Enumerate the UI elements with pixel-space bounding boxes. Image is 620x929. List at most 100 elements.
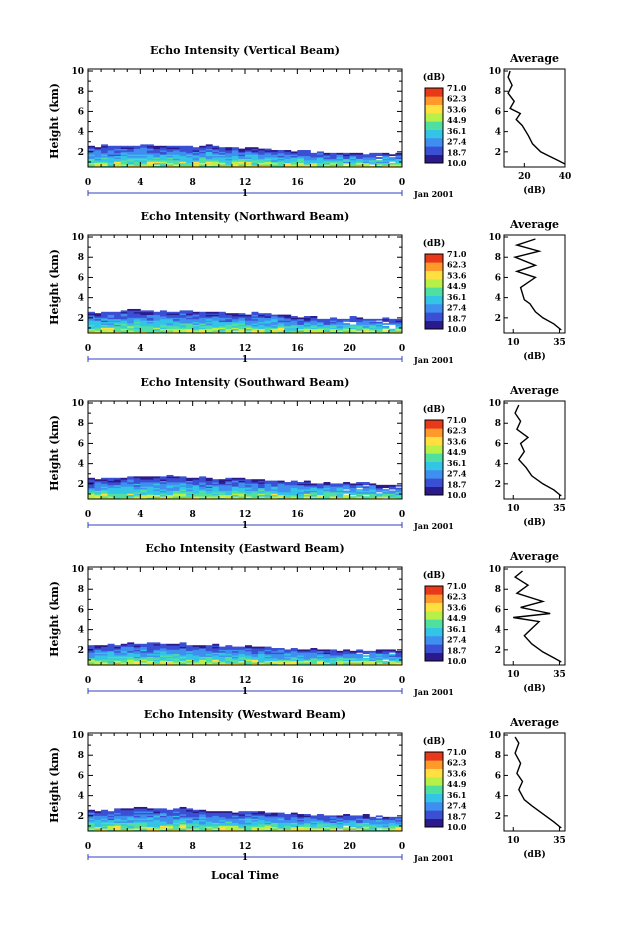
heatmap-cell (225, 645, 233, 648)
heatmap-cell (127, 662, 135, 664)
heatmap-cell (205, 819, 213, 822)
heatmap-cell (388, 819, 396, 822)
heatmap-cell (179, 822, 187, 825)
heatmap-cell (114, 162, 122, 165)
heatmap-cell (133, 147, 141, 150)
heatmap-cell (264, 165, 272, 168)
heatmap-cell (258, 811, 266, 814)
heatmap-cell (140, 811, 148, 814)
heatmap-cell (107, 331, 115, 334)
heatmap-cell (343, 487, 351, 490)
heatmap-cell (356, 493, 364, 496)
colorbar-swatch (425, 146, 443, 155)
heatmap-cell (258, 313, 266, 316)
heatmap-cell (192, 164, 200, 166)
heatmap-cell (388, 486, 396, 489)
heatmap-cell (375, 650, 383, 653)
heatmap-cell (114, 655, 122, 657)
heatmap-cell (94, 493, 102, 496)
heatmap-cell (323, 825, 331, 828)
heatmap-cell (218, 313, 226, 316)
heatmap-cell (382, 826, 390, 829)
heatmap-cell (166, 152, 174, 155)
profile-y-tick-label: 6 (495, 771, 501, 781)
heatmap-cell (245, 152, 252, 155)
heatmap-cell (388, 663, 396, 666)
heatmap-cell (284, 155, 292, 158)
heatmap-cell (107, 649, 115, 652)
heatmap-cell (330, 328, 337, 331)
heatmap-cell (218, 656, 226, 659)
heatmap-cell (258, 157, 266, 159)
heatmap-cell (146, 812, 154, 815)
heatmap-cell (310, 496, 318, 498)
heatmap-cell (362, 486, 370, 489)
heatmap-cell (127, 324, 135, 327)
heatmap-cell (388, 823, 396, 826)
heatmap-cell (133, 310, 141, 313)
heatmap-cell (336, 158, 344, 161)
heatmap-cell (205, 812, 213, 815)
heatmap-cell (316, 489, 324, 491)
heatmap-cell (297, 330, 305, 332)
heatmap-cell (330, 816, 337, 819)
heatmap-cell (127, 828, 135, 830)
heatmap-cell (192, 482, 200, 484)
heatmap-cell (336, 323, 344, 325)
heatmap-cell (212, 815, 220, 818)
heatmap-cell (336, 325, 344, 328)
heatmap-cell (336, 662, 344, 664)
heatmap-cell (284, 487, 292, 490)
heatmap-cell (395, 650, 403, 653)
heatmap-cell (205, 818, 213, 821)
heatmap-cell (186, 480, 194, 483)
heatmap-cell (153, 162, 161, 165)
heatmap-cell (349, 154, 357, 157)
heatmap-cell (140, 161, 148, 164)
heatmap-cell (290, 321, 298, 324)
profile-y-tick-label: 10 (488, 565, 501, 575)
heatmap-cell (245, 818, 252, 821)
heatmap-cell (277, 154, 285, 157)
heatmap-cell (127, 652, 135, 655)
heatmap-cell (284, 815, 292, 818)
heatmap-cell (310, 828, 318, 830)
heatmap-cell (330, 649, 337, 652)
heatmap-cell (166, 663, 174, 666)
heatmap-cell (166, 318, 174, 321)
colorbar-swatch (425, 818, 443, 828)
colorbar-swatch (425, 295, 443, 305)
heatmap-cell (310, 157, 318, 159)
heatmap-cell (310, 330, 318, 332)
heatmap-cell (114, 491, 122, 494)
heatmap-cell (218, 165, 226, 168)
heatmap-cell (107, 828, 115, 830)
x-tick-label: 4 (137, 842, 143, 852)
heatmap-cell (362, 487, 370, 490)
heatmap-cell (133, 660, 141, 663)
heatmap-cell (199, 150, 207, 152)
heatmap-cell (356, 330, 364, 332)
heatmap-cell (336, 655, 344, 657)
heatmap-cell (205, 659, 213, 662)
heatmap-cell (303, 316, 311, 318)
heatmap-cell (173, 660, 180, 663)
heatmap-cell (199, 320, 207, 323)
heatmap-cell (88, 811, 95, 814)
heatmap-cell (127, 490, 135, 493)
heatmap-cell (159, 486, 167, 489)
heatmap-cell (107, 645, 115, 648)
heatmap-cell (356, 649, 364, 652)
heatmap-cell (290, 155, 298, 158)
heatmap-cell (382, 157, 390, 159)
heatmap-cell (362, 328, 370, 331)
heatmap-cell (146, 150, 154, 152)
heatmap-cell (179, 493, 187, 496)
heatmap-cell (218, 150, 226, 152)
heatmap-cell (251, 158, 259, 161)
heatmap-cell (192, 815, 200, 818)
heatmap-cell (107, 825, 115, 828)
heatmap-cell (153, 493, 161, 496)
heatmap-cell (336, 154, 344, 157)
heatmap-cell (271, 150, 279, 152)
